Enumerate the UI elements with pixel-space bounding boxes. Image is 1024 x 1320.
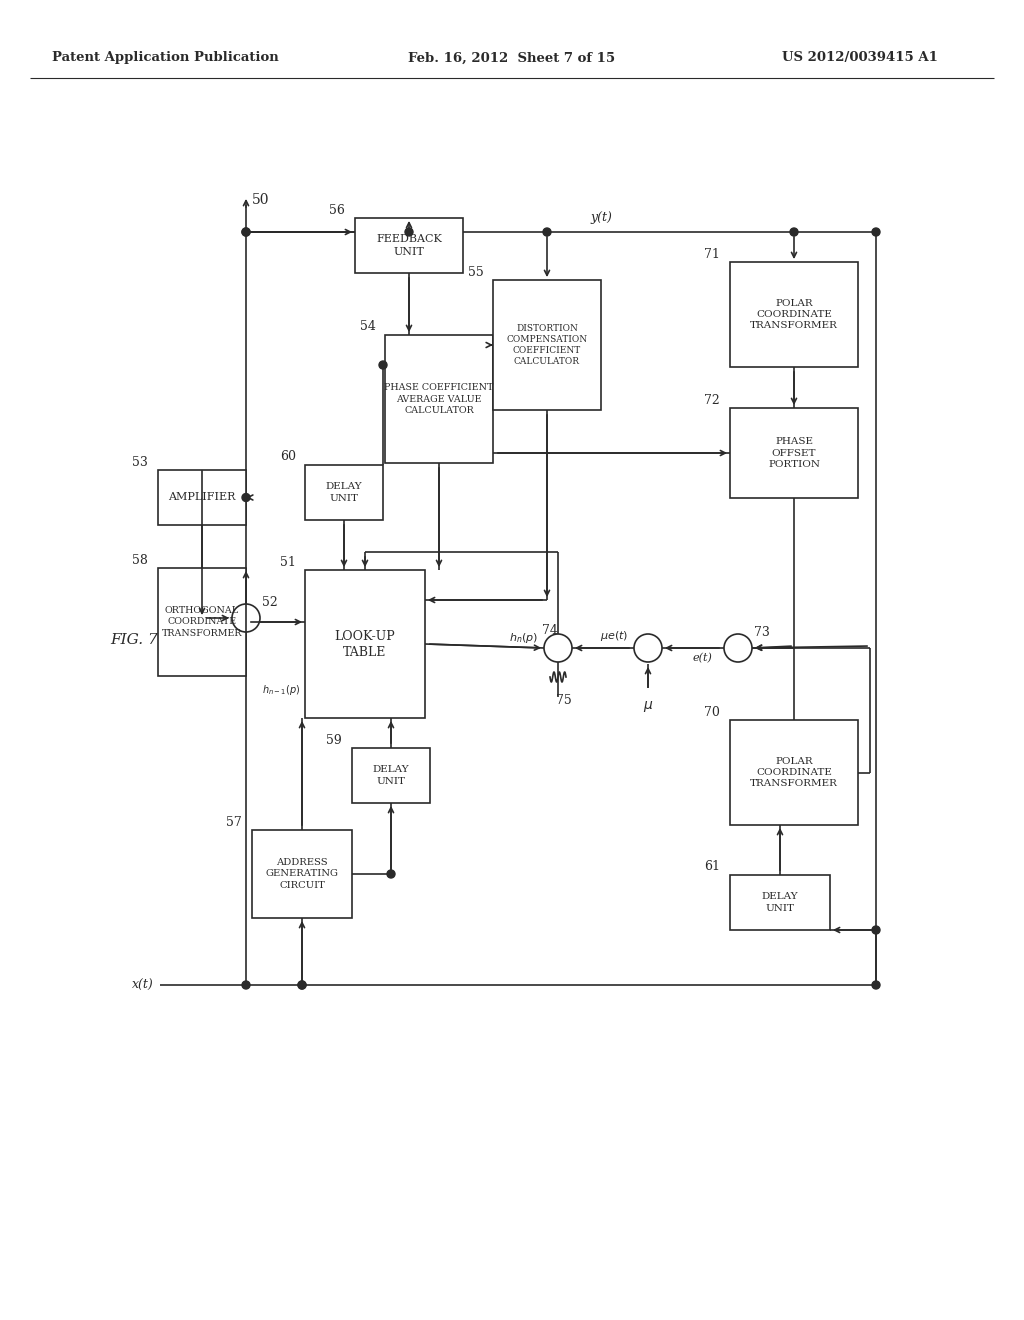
Circle shape	[298, 981, 306, 989]
Text: e(t): e(t)	[692, 653, 712, 663]
Text: 55: 55	[468, 265, 484, 279]
Text: 71: 71	[705, 248, 720, 260]
Text: PHASE
OFFSET
PORTION: PHASE OFFSET PORTION	[768, 437, 820, 469]
Bar	[305, 570, 425, 718]
Text: 52: 52	[262, 595, 278, 609]
Circle shape	[724, 634, 752, 663]
Text: DELAY
UNIT: DELAY UNIT	[373, 766, 410, 785]
Circle shape	[242, 494, 250, 502]
Bar	[493, 280, 601, 411]
Circle shape	[387, 870, 395, 878]
Text: POLAR
COORDINATE
TRANSFORMER: POLAR COORDINATE TRANSFORMER	[750, 298, 838, 330]
Circle shape	[543, 228, 551, 236]
Text: $\mu$: $\mu$	[643, 698, 653, 714]
Text: 54: 54	[360, 321, 376, 334]
Text: 50: 50	[252, 193, 269, 207]
Text: PHASE COEFFICIENT
AVERAGE VALUE
CALCULATOR: PHASE COEFFICIENT AVERAGE VALUE CALCULAT…	[384, 383, 494, 414]
Text: DELAY
UNIT: DELAY UNIT	[326, 482, 362, 503]
Bar	[730, 261, 858, 367]
Text: 60: 60	[280, 450, 296, 463]
Text: FIG. 7: FIG. 7	[110, 634, 158, 647]
Text: 74: 74	[542, 623, 558, 636]
Bar	[158, 568, 246, 676]
Text: 59: 59	[327, 734, 342, 747]
Text: 73: 73	[754, 626, 770, 639]
Text: $\mu e(t)$: $\mu e(t)$	[600, 630, 628, 643]
Text: US 2012/0039415 A1: US 2012/0039415 A1	[782, 51, 938, 65]
Bar	[730, 408, 858, 498]
Text: y(t): y(t)	[590, 211, 612, 224]
Text: $h_n(p)$: $h_n(p)$	[509, 631, 538, 645]
Text: $h_{n-1}(p)$: $h_{n-1}(p)$	[261, 682, 300, 697]
Circle shape	[634, 634, 662, 663]
Text: 57: 57	[226, 816, 242, 829]
Bar	[158, 470, 246, 525]
Text: 56: 56	[329, 203, 345, 216]
Bar	[305, 465, 383, 520]
Circle shape	[790, 228, 798, 236]
Circle shape	[872, 228, 880, 236]
Text: x(t): x(t)	[132, 978, 154, 991]
Bar	[730, 719, 858, 825]
Circle shape	[872, 927, 880, 935]
Text: ORTHOGONAL
COORDINATE
TRANSFORMER: ORTHOGONAL COORDINATE TRANSFORMER	[162, 606, 243, 638]
Text: Patent Application Publication: Patent Application Publication	[51, 51, 279, 65]
Text: DELAY
UNIT: DELAY UNIT	[762, 892, 799, 912]
Circle shape	[298, 981, 306, 989]
Text: ADDRESS
GENERATING
CIRCUIT: ADDRESS GENERATING CIRCUIT	[265, 858, 339, 890]
Circle shape	[242, 981, 250, 989]
Text: DISTORTION
COMPENSATION
COEFFICIENT
CALCULATOR: DISTORTION COMPENSATION COEFFICIENT CALC…	[507, 323, 588, 366]
Circle shape	[872, 981, 880, 989]
Text: 72: 72	[705, 393, 720, 407]
Text: Feb. 16, 2012  Sheet 7 of 15: Feb. 16, 2012 Sheet 7 of 15	[409, 51, 615, 65]
Text: 75: 75	[556, 693, 571, 706]
Circle shape	[232, 605, 260, 632]
Text: AMPLIFIER: AMPLIFIER	[168, 492, 236, 503]
Circle shape	[242, 228, 250, 236]
Circle shape	[242, 228, 250, 236]
Text: 70: 70	[705, 705, 720, 718]
Bar	[385, 335, 493, 463]
Text: FEEDBACK
UNIT: FEEDBACK UNIT	[376, 235, 442, 256]
Text: 58: 58	[132, 553, 148, 566]
Text: LOOK-UP
TABLE: LOOK-UP TABLE	[335, 630, 395, 659]
Text: 61: 61	[705, 861, 720, 874]
Bar	[355, 218, 463, 273]
Text: 53: 53	[132, 455, 148, 469]
Text: 51: 51	[281, 556, 296, 569]
Circle shape	[544, 634, 572, 663]
Bar	[352, 748, 430, 803]
Circle shape	[379, 360, 387, 370]
Bar	[730, 875, 830, 931]
Text: POLAR
COORDINATE
TRANSFORMER: POLAR COORDINATE TRANSFORMER	[750, 756, 838, 788]
Circle shape	[406, 228, 413, 236]
Bar	[252, 830, 352, 917]
